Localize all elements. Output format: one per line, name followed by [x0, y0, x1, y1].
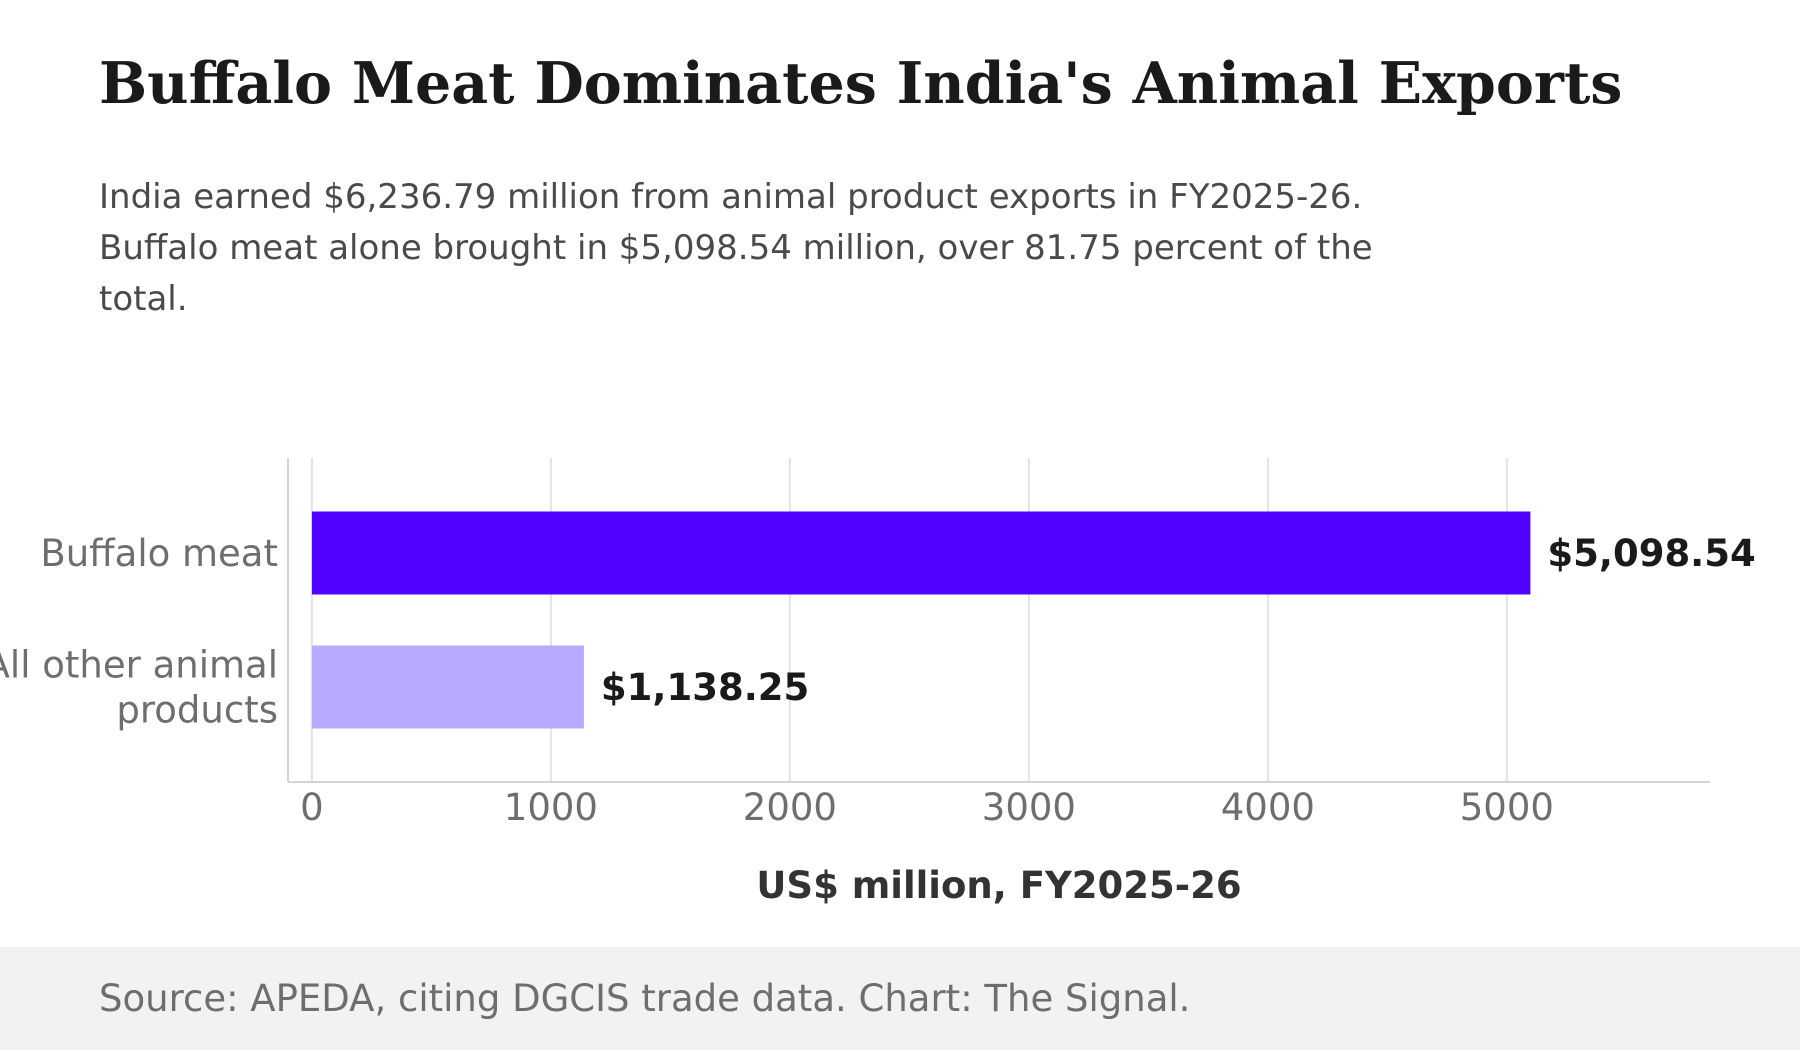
x-tick-label: 0: [300, 786, 324, 829]
x-tick-label: 2000: [743, 786, 837, 829]
x-axis-label: US$ million, FY2025-26: [756, 864, 1241, 907]
x-tick-label: 1000: [504, 786, 598, 829]
data-label: $1,138.25: [601, 666, 809, 709]
bar: [311, 645, 584, 729]
data-label: $5,098.54: [1547, 532, 1755, 575]
source-note: Source: APEDA, citing DGCIS trade data. …: [99, 977, 1191, 1020]
x-tick-label: 3000: [982, 786, 1076, 829]
chart-subtitle: India earned $6,236.79 million from anim…: [99, 177, 1373, 319]
axes: 0 1000 2000 3000 4000 5000 US$ million, FY2025…: [287, 458, 1710, 907]
bar-chart: 0 1000 2000 3000 4000 5000 US$ million, FY2025…: [0, 458, 1756, 907]
x-tick-label: 5000: [1460, 786, 1554, 829]
labels: Buffalo meat $5,098.54 All other animal pro…: [0, 532, 1756, 732]
category-label: Buffalo meat: [40, 532, 278, 575]
chart-title: Buffalo Meat Dominates India's Animal Ex…: [99, 50, 1623, 117]
bars: [311, 511, 1531, 729]
category-label: All other animal products: [0, 644, 278, 732]
gridlines: [310, 458, 1508, 782]
footer: Source: APEDA, citing DGCIS trade data. …: [0, 947, 1800, 1050]
bar: [311, 511, 1531, 595]
x-tick-label: 4000: [1221, 786, 1315, 829]
